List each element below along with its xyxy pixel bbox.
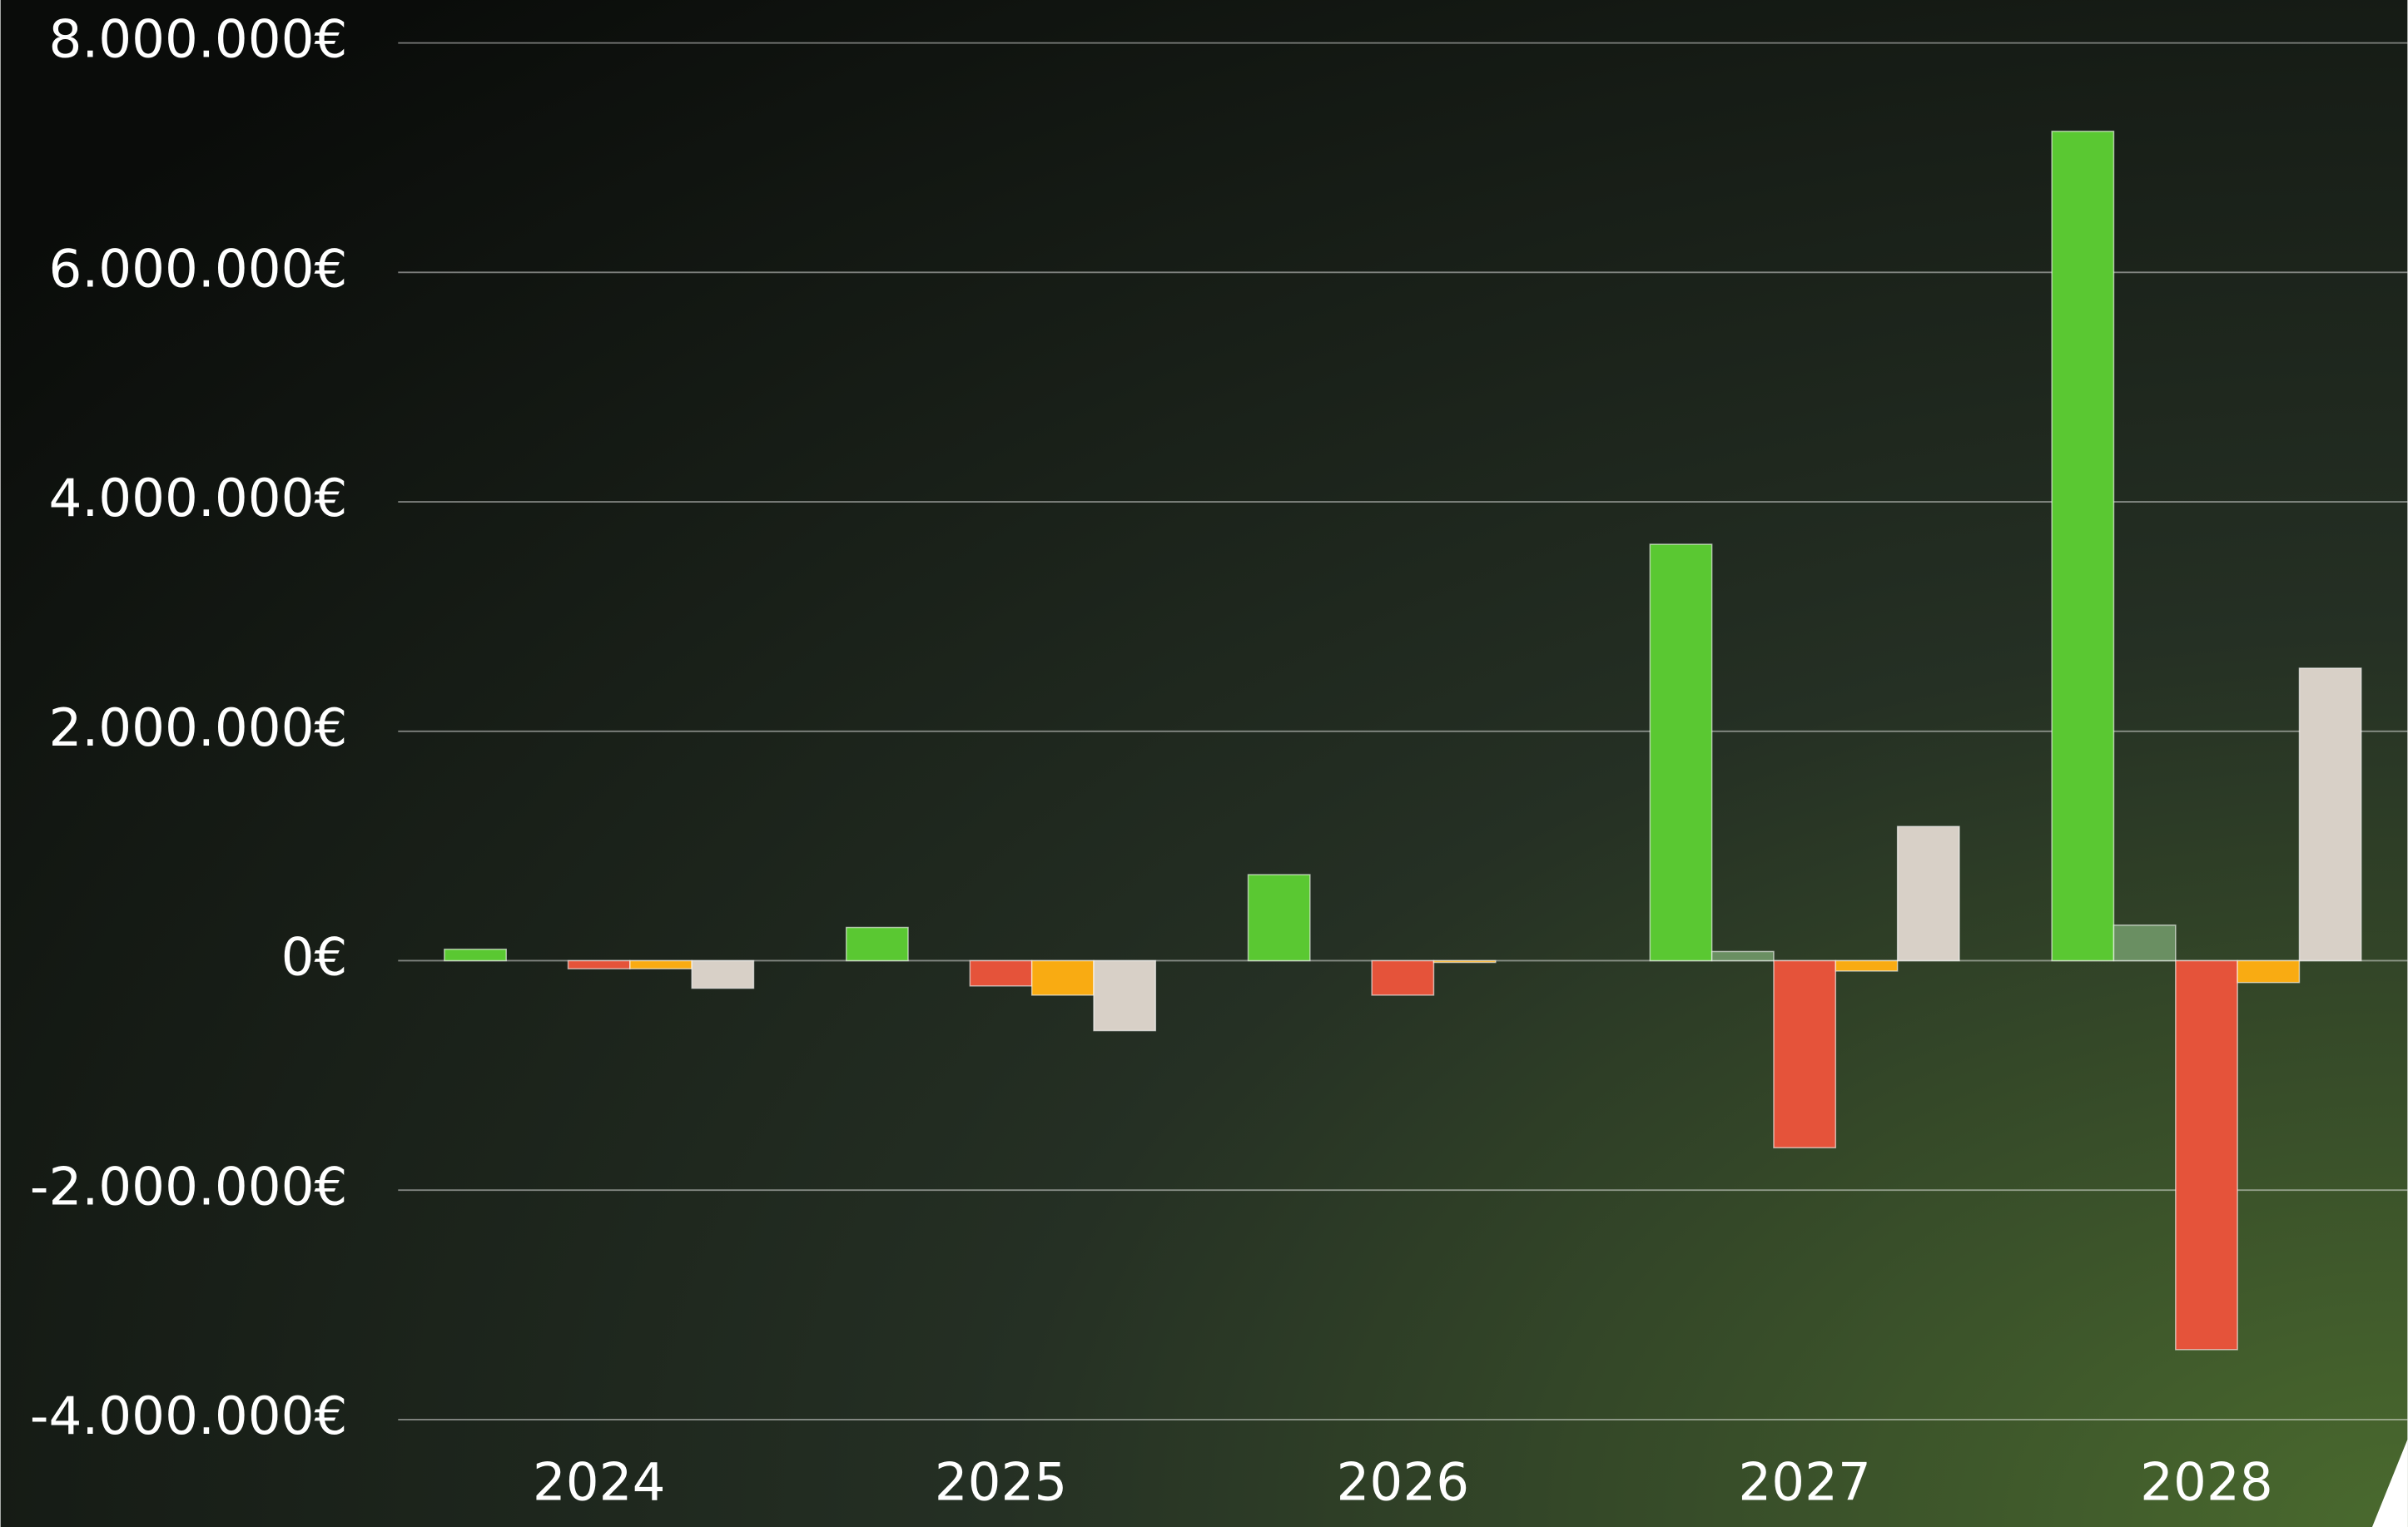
bar <box>691 959 755 989</box>
bar <box>845 926 909 962</box>
bar <box>2237 959 2301 984</box>
bar <box>2051 131 2115 962</box>
y-tick-label: -2.000.000€ <box>30 1156 348 1217</box>
bar <box>2113 925 2177 962</box>
bar <box>1896 825 1960 962</box>
y-tick-label: 8.000.000€ <box>48 9 347 70</box>
bar <box>629 959 693 969</box>
y-tick-label: -4.000.000€ <box>30 1386 348 1446</box>
bar <box>444 948 507 962</box>
y-tick-label: 0€ <box>281 927 348 988</box>
bar <box>1649 543 1713 962</box>
bar <box>1835 959 1899 972</box>
bar <box>1432 959 1497 964</box>
bar <box>1093 959 1157 1032</box>
bar <box>2175 959 2238 1351</box>
x-tick-label: 2028 <box>2140 1451 2273 1512</box>
x-tick-label: 2024 <box>533 1451 666 1512</box>
x-tick-label: 2026 <box>1337 1451 1470 1512</box>
bar <box>969 959 1033 987</box>
bar <box>1030 959 1095 996</box>
x-tick-label: 2025 <box>935 1451 1068 1512</box>
bar <box>1371 959 1435 996</box>
y-tick-label: 2.000.000€ <box>48 697 347 758</box>
bar <box>567 959 631 969</box>
bar <box>1710 950 1775 962</box>
y-tick-label: 4.000.000€ <box>48 468 347 528</box>
bar <box>1773 959 1837 1148</box>
y-tick-label: 6.000.000€ <box>48 238 347 299</box>
x-tick-label: 2027 <box>1738 1451 1871 1512</box>
bar <box>2298 667 2362 962</box>
bar <box>1247 874 1311 962</box>
